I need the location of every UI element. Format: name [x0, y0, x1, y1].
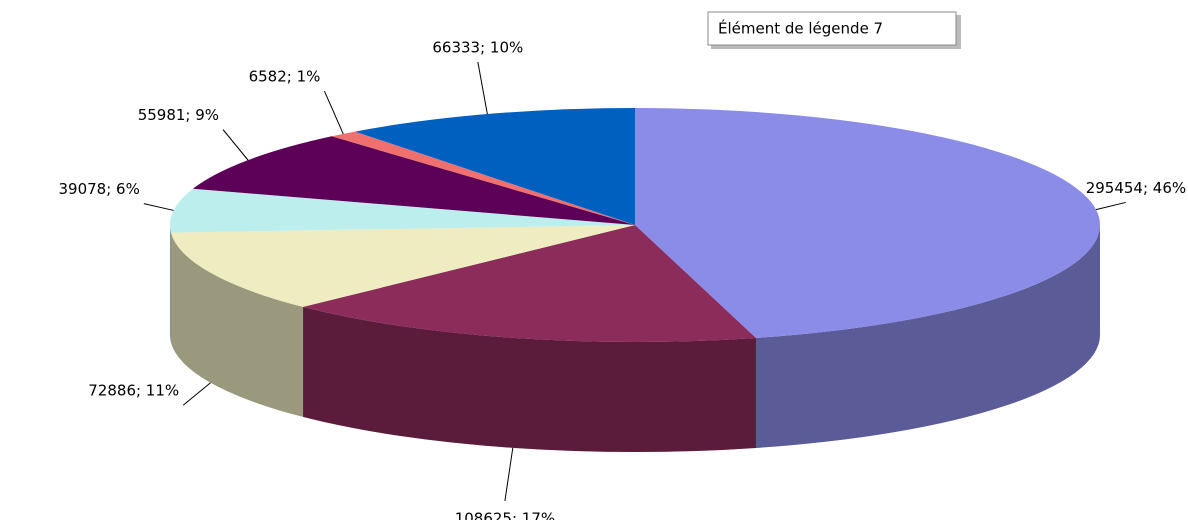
slice	[171, 225, 635, 307]
leader-line	[1095, 201, 1126, 211]
data-label: 39078; 6%	[58, 180, 139, 198]
slice	[635, 108, 1101, 338]
slice-side-shade	[755, 225, 1100, 448]
slice-side	[171, 232, 304, 417]
slice-side	[170, 225, 172, 343]
slice	[354, 108, 635, 225]
leader-line	[182, 382, 211, 406]
data-label: 295454; 46%	[1086, 179, 1186, 197]
leader-line	[222, 129, 249, 161]
legend-entry: Élément de légende 7	[718, 19, 883, 38]
slice-side	[755, 225, 1100, 448]
data-label: 108625; 17%	[455, 509, 555, 520]
slice	[192, 136, 636, 225]
legend: Élément de légende 7	[707, 11, 961, 49]
slice	[170, 188, 635, 233]
leader-line	[504, 447, 514, 502]
slice-side	[303, 306, 756, 452]
slice	[331, 131, 635, 225]
slice-side-shade	[303, 306, 756, 452]
slice-side-shade	[170, 225, 172, 343]
legend-box	[707, 11, 957, 46]
data-label: 55981; 9%	[138, 106, 219, 124]
leader-line	[477, 61, 488, 115]
slice-side-shade	[171, 232, 304, 417]
data-label: 72886; 11%	[88, 382, 179, 400]
data-label: 66333; 10%	[432, 38, 523, 56]
slice	[303, 225, 756, 342]
data-label: 6582; 1%	[249, 68, 321, 86]
leader-line	[143, 203, 174, 211]
leader-line	[323, 90, 344, 135]
